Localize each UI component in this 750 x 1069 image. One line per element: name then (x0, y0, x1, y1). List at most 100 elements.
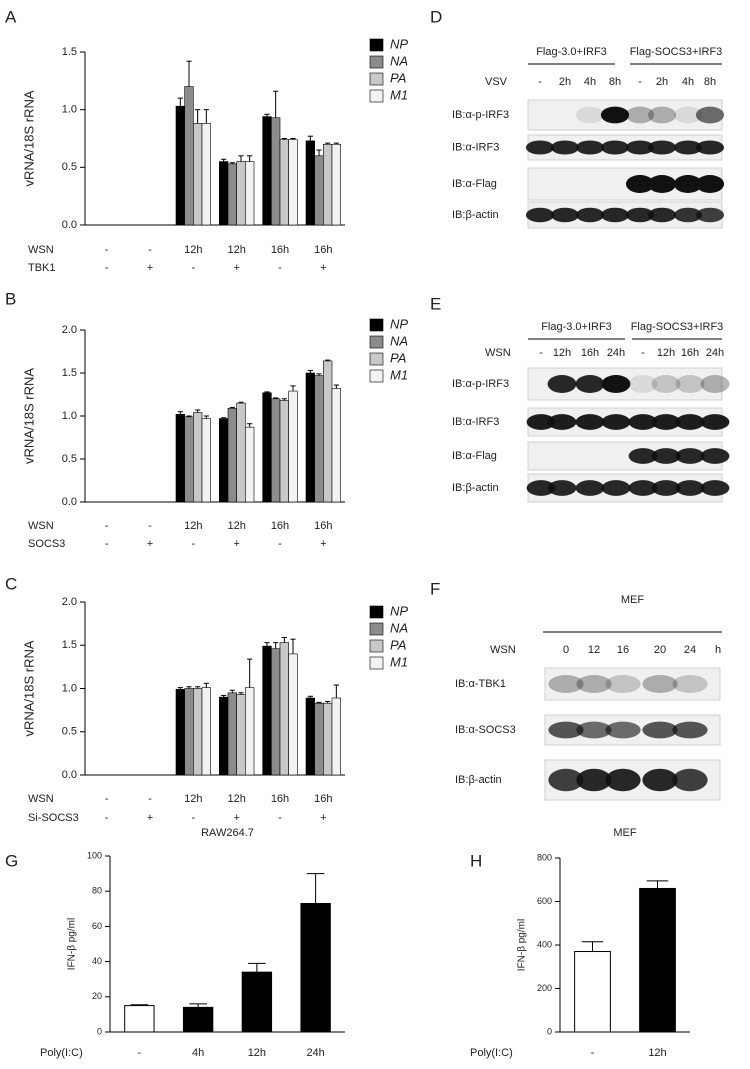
condition-label: - (278, 262, 282, 274)
panel-letter: H (470, 851, 482, 870)
bar (227, 692, 237, 776)
blot-band (605, 768, 641, 792)
blot-band (600, 106, 630, 124)
lane-label: 16h (581, 347, 599, 359)
legend-text: PA (390, 350, 406, 365)
condition-label: + (147, 538, 153, 550)
bar (201, 123, 211, 226)
bar (175, 105, 185, 226)
x-tick-label: - (591, 1047, 595, 1059)
blot-band (675, 448, 705, 464)
legend-text: PA (390, 70, 406, 85)
blot-band (576, 768, 612, 792)
condition-label: - (105, 520, 109, 532)
row-label: IB:α-Flag (452, 450, 497, 462)
condition-label: 12h (227, 520, 245, 532)
blot-band (575, 207, 605, 223)
legend-swatch (369, 55, 384, 69)
bar (305, 372, 315, 503)
lane-label: 4h (584, 76, 596, 88)
condition-label: - (191, 262, 195, 274)
blot-band (575, 140, 605, 155)
blot-group: Flag-3.0+IRF3 (541, 321, 612, 333)
blot-band (642, 768, 678, 792)
row-label: IB:β-actin (455, 774, 502, 786)
legend-swatch (369, 605, 384, 619)
bar (184, 416, 194, 503)
blot-group: Flag-3.0+IRF3 (536, 46, 607, 58)
bar (323, 143, 333, 226)
condition-label: 12h (227, 793, 245, 805)
lane-label: 2h (559, 76, 571, 88)
bar (305, 140, 315, 226)
y-tick-label: 60 (92, 921, 102, 931)
blot-band (601, 480, 631, 496)
legend-swatch (369, 72, 384, 86)
y-tick-label: 0.5 (62, 453, 77, 465)
lane-label: - (641, 347, 645, 359)
blot-band (575, 375, 605, 393)
blot-band (601, 414, 631, 430)
blot-band (605, 721, 641, 739)
y-tick-label: 600 (537, 896, 552, 906)
blot-band (647, 175, 677, 193)
lane-label: 16 (617, 644, 629, 656)
bar (193, 688, 203, 776)
condition-label: 16h (314, 244, 332, 256)
blot-band (651, 448, 681, 464)
condition-name: WSN (28, 793, 54, 805)
lane-label: 24h (706, 347, 724, 359)
panel-letter: A (5, 7, 17, 26)
y-tick-label: 0 (547, 1026, 552, 1036)
lane-label: 8h (704, 76, 716, 88)
y-tick-label: 2.0 (62, 324, 77, 336)
lane-label: 12h (553, 347, 571, 359)
panel-letter: B (5, 289, 16, 308)
blot-band (695, 140, 725, 155)
bar (184, 688, 194, 776)
legend-text: PA (390, 637, 406, 652)
legend-swatch (369, 89, 384, 103)
legend-text: NA (390, 53, 408, 68)
x-tick-label: 24h (306, 1047, 324, 1059)
y-tick-label: 20 (92, 991, 102, 1001)
condition-label: - (105, 812, 109, 824)
bar (219, 696, 229, 776)
row-label: IB:β-actin (452, 209, 499, 221)
condition-label: - (148, 244, 152, 256)
condition-name: Si-SOCS3 (28, 812, 79, 824)
condition-label: - (105, 262, 109, 274)
y-tick-label: 40 (92, 956, 102, 966)
blot-band (675, 480, 705, 496)
legend-swatch (369, 639, 384, 653)
legend-text: NA (390, 620, 408, 635)
condition-label: 12h (184, 244, 202, 256)
blot-band (647, 106, 677, 124)
lane-label: 8h (609, 76, 621, 88)
lane-label: 20 (654, 644, 666, 656)
lane-label: 24h (607, 347, 625, 359)
condition-label: 16h (314, 520, 332, 532)
blot-band (525, 140, 555, 155)
bar (314, 375, 324, 503)
condition-name: WSN (28, 244, 54, 256)
condition-label: 12h (227, 244, 245, 256)
bar (574, 951, 611, 1033)
condition-label: + (320, 812, 326, 824)
blot-band (605, 675, 641, 693)
bar (201, 687, 211, 776)
legend-swatch (369, 335, 384, 349)
bar (182, 1006, 214, 1033)
bar (279, 139, 289, 226)
blot-band (625, 175, 655, 193)
y-tick-label: 200 (537, 983, 552, 993)
row-label: IB:α-p-IRF3 (452, 109, 509, 121)
bar (245, 687, 255, 776)
condition-label: 12h (184, 793, 202, 805)
y-tick-label: 80 (92, 886, 102, 896)
blot-band (651, 375, 681, 393)
blot-band (700, 375, 730, 393)
y-tick-label: 0 (97, 1026, 102, 1036)
condition-label: + (147, 812, 153, 824)
